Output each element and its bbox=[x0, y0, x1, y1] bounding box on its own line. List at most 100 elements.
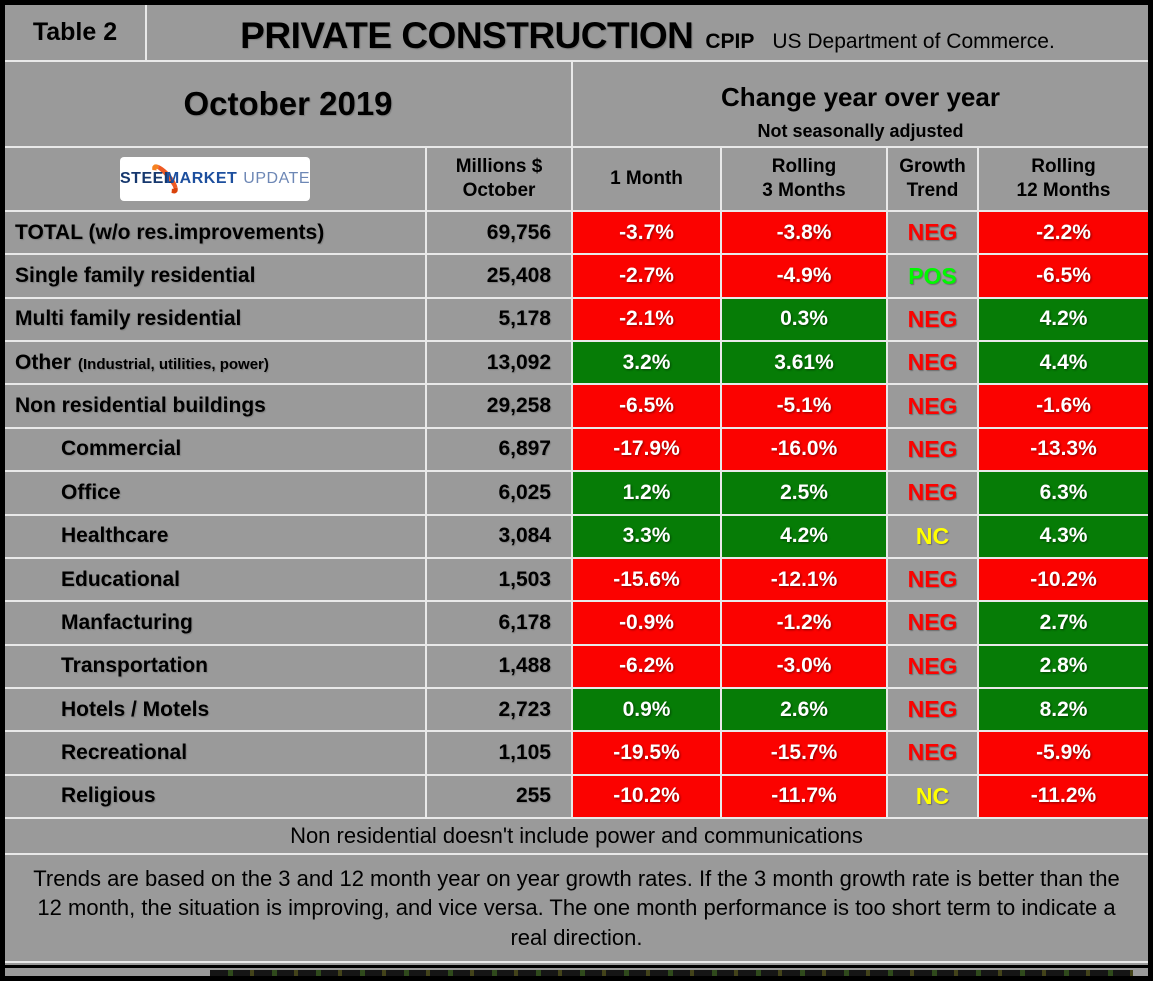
row-category-label: Single family residential bbox=[5, 255, 425, 297]
row-rolling3-value: 2.5% bbox=[722, 472, 886, 514]
row-category-label: Manfacturing bbox=[5, 602, 425, 644]
row-rolling3-value: -15.7% bbox=[722, 732, 886, 774]
row-rolling3-value: -1.2% bbox=[722, 602, 886, 644]
column-header-rolling3: Rolling 3 Months bbox=[722, 148, 886, 210]
row-rolling12-value: -1.6% bbox=[979, 385, 1148, 427]
row-rolling3-value: -3.8% bbox=[722, 212, 886, 254]
row-label-text: Healthcare bbox=[61, 524, 169, 548]
row-label-subtext: (Industrial, utilities, power) bbox=[78, 356, 269, 374]
row-growth-trend-value: NC bbox=[888, 515, 977, 557]
cutoff-row-strip bbox=[5, 963, 1148, 976]
row-category-label: Recreational bbox=[5, 732, 425, 774]
table-row: Non residential buildings 29,258 -6.5% -… bbox=[5, 385, 1148, 427]
table-row: Office 6,025 1.2% 2.5% NEG 6.3% bbox=[5, 472, 1148, 514]
title-cell: PRIVATE CONSTRUCTION CPIP US Department … bbox=[147, 5, 1148, 60]
title-cpip-label: CPIP bbox=[705, 30, 755, 53]
row-rolling12-value: -5.9% bbox=[979, 732, 1148, 774]
row-label-text: Other bbox=[15, 350, 72, 374]
row-label-text: Multi family residential bbox=[15, 307, 242, 331]
row-rolling12-value: -6.5% bbox=[979, 255, 1148, 297]
row-growth-trend-value: NC bbox=[888, 775, 977, 817]
row-growth-trend-value: POS bbox=[888, 255, 977, 297]
cutoff-next-row-sliver bbox=[210, 970, 1133, 976]
row-1month-value: 0.9% bbox=[573, 688, 720, 731]
table-row: Commercial 6,897 -17.9% -16.0% NEG -13.3… bbox=[5, 428, 1148, 471]
row-growth-trend-value: NEG bbox=[888, 645, 977, 687]
row-rolling12-value: 2.8% bbox=[979, 645, 1148, 687]
row-category-label: Multi family residential bbox=[5, 298, 425, 341]
logo-cell: STEEL MARKET UPDATE bbox=[5, 148, 425, 210]
row-category-label: Religious bbox=[5, 775, 425, 817]
row-growth-trend-value: NEG bbox=[888, 428, 977, 471]
row-rolling12-value: 6.3% bbox=[979, 472, 1148, 514]
row-millions-value: 6,025 bbox=[427, 472, 571, 514]
row-rolling12-value: 4.3% bbox=[979, 515, 1148, 557]
row-millions-value: 5,178 bbox=[427, 298, 571, 341]
table-row: Transportation 1,488 -6.2% -3.0% NEG 2.8… bbox=[5, 645, 1148, 687]
row-1month-value: 3.2% bbox=[573, 342, 720, 384]
row-millions-value: 6,897 bbox=[427, 428, 571, 471]
row-rolling3-value: 0.3% bbox=[722, 298, 886, 341]
row-millions-value: 6,178 bbox=[427, 602, 571, 644]
row-1month-value: -2.7% bbox=[573, 255, 720, 297]
row-growth-trend-value: NEG bbox=[888, 212, 977, 254]
title-band: Table 2 PRIVATE CONSTRUCTION CPIP US Dep… bbox=[5, 5, 1148, 60]
table-row: Healthcare 3,084 3.3% 4.2% NC 4.3% bbox=[5, 515, 1148, 557]
steel-market-update-logo: STEEL MARKET UPDATE bbox=[120, 157, 310, 201]
row-category-label: Educational bbox=[5, 558, 425, 601]
row-label-text: Religious bbox=[61, 784, 156, 808]
column-header-row: STEEL MARKET UPDATE Millions $ October 1… bbox=[5, 148, 1148, 210]
row-rolling12-value: 2.7% bbox=[979, 602, 1148, 644]
row-rolling12-value: -10.2% bbox=[979, 558, 1148, 601]
row-rolling3-value: -16.0% bbox=[722, 428, 886, 471]
row-label-text: Hotels / Motels bbox=[61, 697, 210, 721]
row-1month-value: 1.2% bbox=[573, 472, 720, 514]
table-bottom-border bbox=[5, 965, 1148, 968]
row-millions-value: 29,258 bbox=[427, 385, 571, 427]
subheader-band: October 2019 Change year over year Not s… bbox=[5, 62, 1148, 146]
row-1month-value: -3.7% bbox=[573, 212, 720, 254]
row-millions-value: 255 bbox=[427, 775, 571, 817]
page-title: PRIVATE CONSTRUCTION bbox=[240, 15, 694, 56]
row-label-text: Office bbox=[61, 480, 121, 504]
row-label-text: Recreational bbox=[61, 740, 188, 764]
row-rolling12-value: 8.2% bbox=[979, 688, 1148, 731]
row-label-text: Commercial bbox=[61, 437, 182, 461]
footnote-line: Non residential doesn't include power an… bbox=[5, 819, 1148, 853]
row-1month-value: -0.9% bbox=[573, 602, 720, 644]
row-category-label: Office bbox=[5, 472, 425, 514]
row-1month-value: -17.9% bbox=[573, 428, 720, 471]
logo-market-text: MARKET bbox=[165, 170, 238, 187]
row-rolling12-value: -11.2% bbox=[979, 775, 1148, 817]
table-body: TOTAL (w/o res.improvements) 69,756 -3.7… bbox=[5, 212, 1148, 817]
row-label-text: TOTAL (w/o res.improvements) bbox=[15, 220, 325, 244]
row-1month-value: -15.6% bbox=[573, 558, 720, 601]
row-growth-trend-value: NEG bbox=[888, 688, 977, 731]
table-row: Educational 1,503 -15.6% -12.1% NEG -10.… bbox=[5, 558, 1148, 601]
table-row: Hotels / Motels 2,723 0.9% 2.6% NEG 8.2% bbox=[5, 688, 1148, 731]
table-row: Other (Industrial, utilities, power) 13,… bbox=[5, 342, 1148, 384]
row-rolling12-value: -2.2% bbox=[979, 212, 1148, 254]
period-label: October 2019 bbox=[5, 62, 571, 146]
row-millions-value: 2,723 bbox=[427, 688, 571, 731]
row-rolling3-value: 3.61% bbox=[722, 342, 886, 384]
row-millions-value: 1,105 bbox=[427, 732, 571, 774]
change-header-cell: Change year over year Not seasonally adj… bbox=[573, 62, 1148, 146]
column-header-growth-trend: Growth Trend bbox=[888, 148, 977, 210]
column-header-millions: Millions $ October bbox=[427, 148, 571, 210]
logo-steel-text: STEEL bbox=[120, 170, 175, 187]
table-row: Single family residential 25,408 -2.7% -… bbox=[5, 255, 1148, 297]
row-millions-value: 69,756 bbox=[427, 212, 571, 254]
row-label-text: Educational bbox=[61, 567, 181, 591]
row-rolling12-value: 4.4% bbox=[979, 342, 1148, 384]
table-number-label: Table 2 bbox=[5, 5, 145, 60]
row-rolling3-value: -5.1% bbox=[722, 385, 886, 427]
row-millions-value: 1,488 bbox=[427, 645, 571, 687]
table-row: TOTAL (w/o res.improvements) 69,756 -3.7… bbox=[5, 212, 1148, 254]
row-rolling3-value: -4.9% bbox=[722, 255, 886, 297]
row-category-label: Healthcare bbox=[5, 515, 425, 557]
row-growth-trend-value: NEG bbox=[888, 558, 977, 601]
row-rolling3-value: 2.6% bbox=[722, 688, 886, 731]
title-source-label: US Department of Commerce. bbox=[772, 30, 1055, 53]
